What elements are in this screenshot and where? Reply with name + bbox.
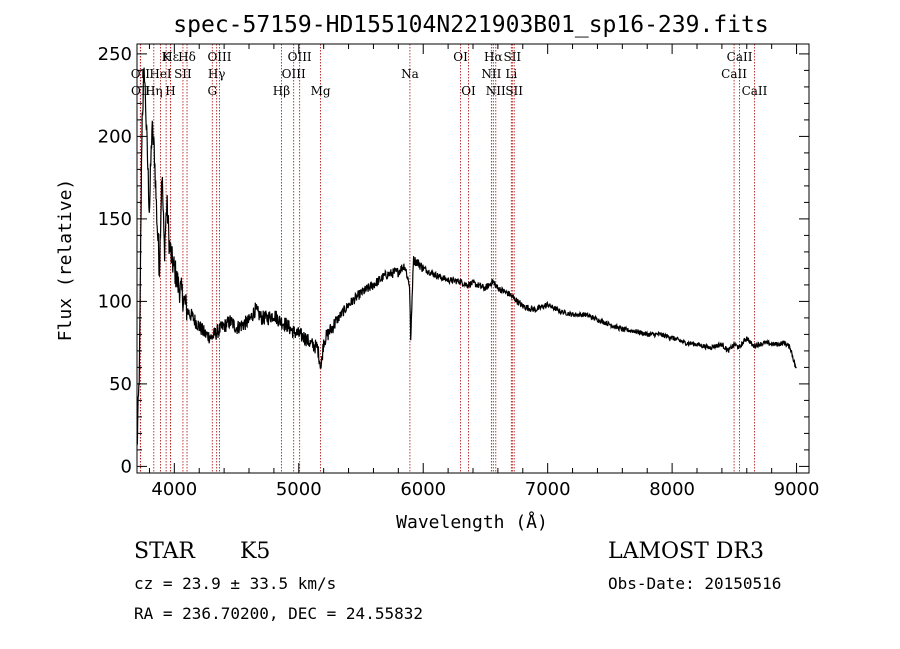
x-tick-label: 9000 [774,479,820,500]
spectral-line-label: H [165,84,175,98]
spectral-line-label: CaII [727,50,753,64]
y-tick-label: 0 [121,456,132,477]
spectral-line-label: Hα [484,50,503,64]
spectral-line-label: Hη [145,84,163,98]
y-axis-label: Flux (relative) [55,179,76,342]
spectral-line-label: K [162,50,172,64]
y-tick-label: 200 [98,126,132,147]
subclass: K5 [240,539,271,564]
spectral-line-label: Hγ [208,67,226,81]
y-tick-label: 150 [98,209,132,230]
spectral-line-label: CaII [742,84,768,98]
x-tick-label: 7000 [525,479,571,500]
observation-date: Obs-Date: 20150516 [608,574,782,593]
x-tick-label: 8000 [649,479,695,500]
spectral-line-label: HeI [149,67,172,81]
spectral-line-label: OI [453,50,468,64]
y-tick-label: 100 [98,291,132,312]
spectral-line-label: CaII [721,67,747,81]
x-axis-label: Wavelength (Å) [396,511,548,533]
spectral-line-label: OII [131,67,151,81]
spectral-line-label: Hβ [273,84,290,98]
spectral-line-label: G [207,84,217,98]
x-tick-label: 4000 [151,479,197,500]
spectral-line-label: OIII [288,50,312,64]
x-tick-label: 5000 [276,479,322,500]
object-class: STAR [134,539,195,564]
spectral-line-label: Na [401,67,419,81]
spectral-line-label: SII [174,67,192,81]
spectral-line-label: Hδ [178,50,196,64]
plot-frame [136,43,810,474]
x-tick-label: 6000 [400,479,446,500]
redshift-cz: cz = 23.9 ± 33.5 km/s [134,574,337,593]
spectral-line-label: NII [481,67,501,81]
spectral-line-markers [139,44,755,473]
chart-title: spec-57159-HD155104N221903B01_sp16-239.f… [173,12,768,38]
survey-name: LAMOST DR3 [608,539,764,564]
spectral-line-label: NII [486,84,506,98]
spectral-line-label: OIII [207,50,231,64]
y-tick-label: 250 [98,44,132,65]
spectral-line-label: SII [505,84,523,98]
ra-dec: RA = 236.70200, DEC = 24.55832 [134,604,423,623]
y-tick-label: 50 [109,374,132,395]
spectrum-line [136,67,797,446]
axis-ticks: 4000 5000 6000 7000 8000 9000 0 50 100 150 200 250 [98,44,820,500]
spectral-line-label: SII [503,50,521,64]
spectral-line-label: Li [505,67,517,81]
spectral-line-label: OI [461,84,476,98]
spectral-line-label: OIII [282,67,306,81]
spectral-line-label: Mg [311,84,331,98]
